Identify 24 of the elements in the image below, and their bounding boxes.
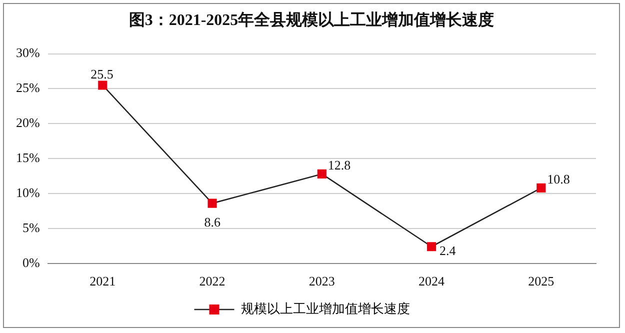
data-label: 10.8: [547, 171, 570, 186]
y-tick-label: 30%: [16, 45, 40, 60]
data-label: 25.5: [90, 66, 114, 82]
y-tick-label: 10%: [16, 184, 40, 200]
legend-label: 规模以上工业增加值增长速度: [240, 300, 410, 316]
point: [98, 80, 108, 90]
y-tick-label: 5%: [22, 220, 40, 235]
x-tick-label: 2022: [199, 274, 226, 289]
x-tick-label: 2024: [418, 274, 446, 289]
y-tick-label: 20%: [16, 115, 40, 130]
x-tick-label: 2025: [528, 274, 554, 289]
point: [536, 183, 546, 192]
x-tick-label: 2021: [90, 274, 116, 289]
y-tick-label: 25%: [16, 80, 40, 96]
data-label: 12.8: [328, 157, 351, 172]
y-tick-label: 15%: [16, 150, 40, 166]
chart-title: 图3：2021-2025年全县规模以上工业增加值增长速度: [128, 10, 496, 31]
data-label: 2.4: [440, 243, 456, 258]
point: [208, 198, 217, 208]
point: [427, 242, 436, 252]
point: [317, 169, 326, 179]
y-tick-label: 0%: [22, 254, 40, 270]
data-label: 8.6: [204, 214, 222, 230]
x-tick-label: 2023: [308, 274, 335, 289]
